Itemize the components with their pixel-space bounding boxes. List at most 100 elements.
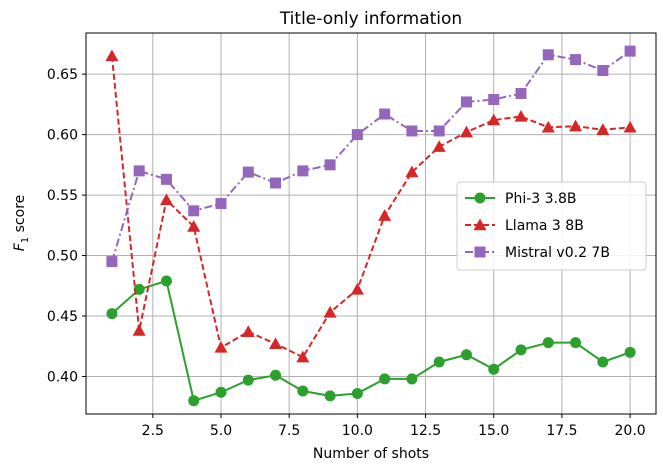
x-axis-title: Number of shots	[313, 446, 429, 462]
data-point-phi-3-3-8b	[488, 363, 500, 375]
data-point-phi-3-3-8b	[597, 356, 609, 368]
axis-ticks: 2.5 5.0 7.5 10.0 12.5 15.0 17.5 20.0 0.40 0.45 0.5…	[47, 67, 646, 439]
series-line-mistral-v0-2-7b	[110, 50, 631, 262]
chart-title: Title-only information	[279, 9, 462, 29]
series-line-llama-3-8b	[110, 55, 631, 359]
x-tick-label: 17.5	[546, 423, 577, 439]
data-point-mistral-v0-2-7b	[133, 165, 145, 177]
legend-swatch-marker	[473, 218, 487, 231]
series-phi-3-3-8b	[106, 275, 636, 407]
legend-items: Phi-3 3.8B Llama 3 8B Mistral v0.2 7B	[465, 191, 610, 261]
data-point-phi-3-3-8b	[570, 337, 582, 349]
data-point-mistral-v0-2-7b	[515, 87, 527, 99]
legend-label: Phi-3 3.8B	[505, 191, 576, 207]
data-point-llama-3-8b	[514, 109, 528, 122]
data-point-mistral-v0-2-7b	[433, 125, 445, 137]
data-point-mistral-v0-2-7b	[215, 198, 227, 210]
data-point-llama-3-8b	[623, 120, 637, 133]
data-point-phi-3-3-8b	[542, 337, 554, 349]
data-point-mistral-v0-2-7b	[460, 96, 472, 108]
data-point-mistral-v0-2-7b	[160, 173, 172, 185]
data-point-mistral-v0-2-7b	[106, 256, 118, 268]
data-point-llama-3-8b	[405, 165, 419, 178]
data-point-phi-3-3-8b	[351, 387, 363, 399]
data-point-llama-3-8b	[569, 119, 583, 132]
data-point-mistral-v0-2-7b	[597, 64, 609, 76]
y-axis-title-rest: score	[12, 195, 28, 237]
data-point-mistral-v0-2-7b	[351, 129, 363, 141]
legend-item-llama-3-8b: Llama 3 8B	[465, 218, 584, 234]
legend-swatch-marker	[474, 246, 486, 258]
y-tick-label: 0.40	[47, 370, 78, 386]
data-point-llama-3-8b	[350, 282, 364, 295]
x-tick-label: 7.5	[278, 423, 300, 439]
data-point-mistral-v0-2-7b	[242, 166, 254, 178]
plot-frame	[85, 32, 657, 415]
data-point-phi-3-3-8b	[160, 275, 172, 287]
data-point-llama-3-8b	[132, 324, 146, 336]
data-point-phi-3-3-8b	[133, 283, 145, 295]
data-point-llama-3-8b	[432, 140, 446, 152]
data-point-phi-3-3-8b	[379, 373, 391, 385]
legend-item-phi-3-3-8b: Phi-3 3.8B	[465, 191, 576, 207]
data-point-phi-3-3-8b	[406, 373, 418, 385]
data-point-llama-3-8b	[323, 305, 337, 318]
data-point-llama-3-8b	[241, 325, 255, 337]
legend-swatch-marker	[474, 192, 486, 204]
data-point-mistral-v0-2-7b	[324, 159, 336, 171]
y-tick-label: 0.60	[47, 128, 78, 144]
data-point-phi-3-3-8b	[297, 385, 309, 397]
plot-series	[105, 45, 637, 407]
data-point-phi-3-3-8b	[188, 395, 200, 407]
data-point-llama-3-8b	[378, 209, 392, 221]
legend-label: Llama 3 8B	[505, 218, 584, 234]
y-tick-label: 0.65	[47, 67, 78, 83]
data-point-llama-3-8b	[214, 340, 228, 353]
series-llama-3-8b	[105, 49, 637, 363]
data-point-mistral-v0-2-7b	[488, 94, 500, 106]
x-tick-label: 15.0	[478, 423, 509, 439]
legend-label: Mistral v0.2 7B	[505, 245, 610, 261]
data-point-llama-3-8b	[269, 337, 283, 350]
data-point-llama-3-8b	[541, 120, 555, 133]
data-point-phi-3-3-8b	[433, 356, 445, 368]
data-point-mistral-v0-2-7b	[542, 49, 554, 61]
y-tick-label: 0.55	[47, 188, 78, 204]
y-axis-title: F1 score	[12, 195, 31, 252]
data-point-phi-3-3-8b	[324, 390, 336, 402]
data-point-mistral-v0-2-7b	[624, 45, 636, 57]
data-point-mistral-v0-2-7b	[297, 165, 309, 177]
x-tick-label: 10.0	[342, 423, 373, 439]
x-tick-label: 2.5	[142, 423, 164, 439]
data-point-mistral-v0-2-7b	[406, 125, 418, 137]
data-point-llama-3-8b	[187, 220, 201, 232]
data-point-phi-3-3-8b	[270, 369, 282, 381]
data-point-mistral-v0-2-7b	[379, 108, 391, 120]
data-point-mistral-v0-2-7b	[270, 177, 282, 189]
data-point-llama-3-8b	[596, 123, 610, 135]
data-point-llama-3-8b	[105, 49, 119, 62]
data-point-llama-3-8b	[296, 350, 310, 363]
y-axis-title-main: F	[12, 242, 28, 251]
data-point-phi-3-3-8b	[215, 386, 227, 398]
y-axis-title-subscript: 1	[20, 237, 31, 243]
data-point-llama-3-8b	[459, 125, 473, 138]
data-point-mistral-v0-2-7b	[570, 54, 582, 66]
data-point-llama-3-8b	[487, 113, 501, 126]
series-mistral-v0-2-7b	[106, 45, 636, 268]
data-point-phi-3-3-8b	[624, 346, 636, 358]
data-point-phi-3-3-8b	[242, 374, 254, 386]
legend: Phi-3 3.8B Llama 3 8B Mistral v0.2 7B	[456, 181, 647, 271]
data-point-phi-3-3-8b	[460, 349, 472, 361]
x-tick-label: 20.0	[615, 423, 646, 439]
y-tick-label: 0.45	[47, 309, 78, 325]
legend-item-mistral-v0-2-7b: Mistral v0.2 7B	[465, 245, 610, 261]
y-tick-label: 0.50	[47, 249, 78, 265]
x-tick-label: 5.0	[210, 423, 232, 439]
x-tick-label: 12.5	[410, 423, 441, 439]
data-point-phi-3-3-8b	[106, 308, 118, 320]
data-point-mistral-v0-2-7b	[188, 205, 200, 217]
data-point-phi-3-3-8b	[515, 344, 527, 356]
legend-box	[456, 181, 647, 271]
